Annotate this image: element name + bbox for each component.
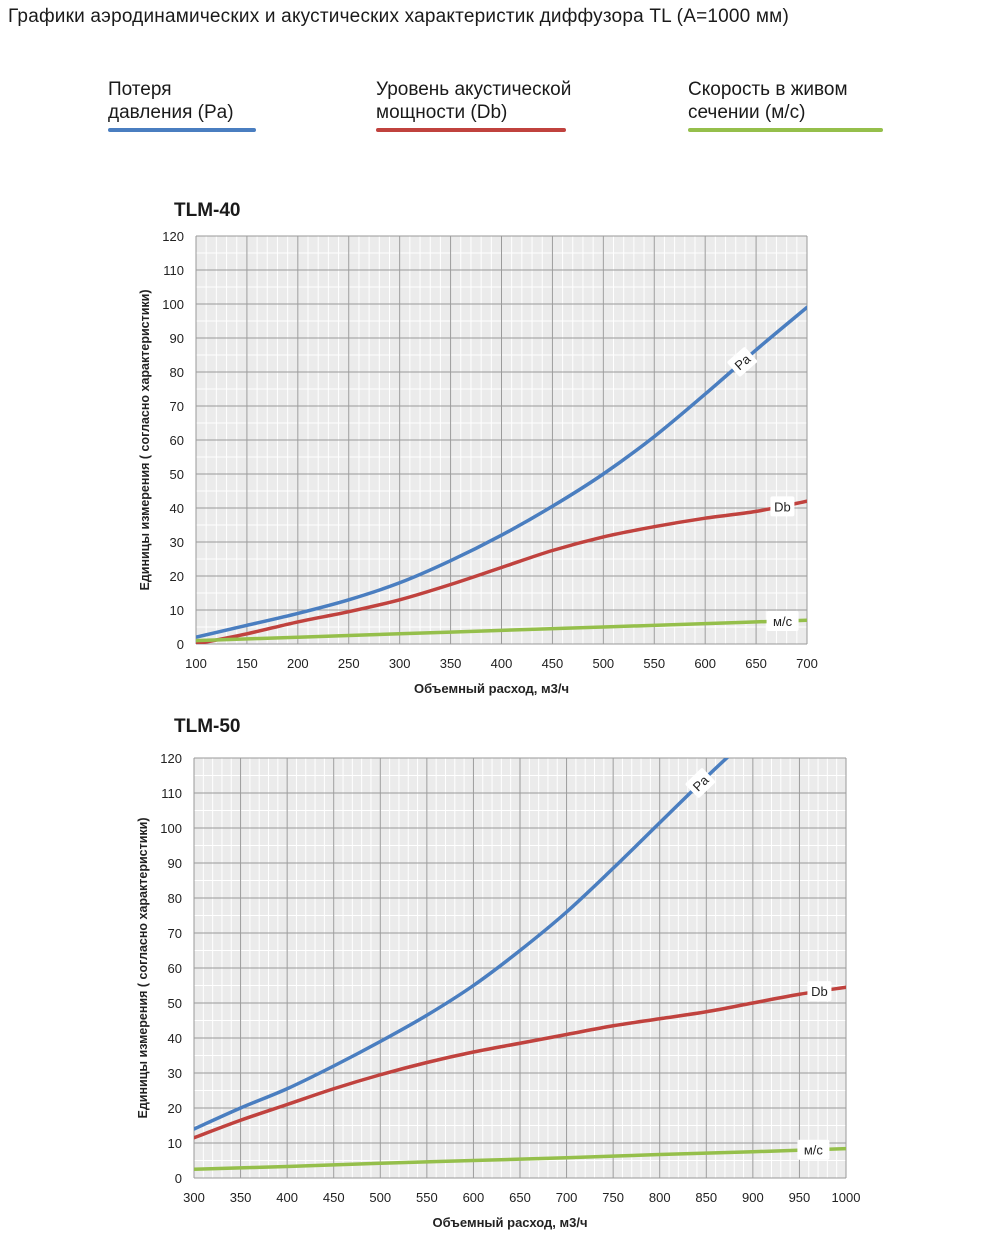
- x-tick-label: 450: [542, 656, 564, 671]
- x-tick-label: 700: [556, 1190, 578, 1205]
- y-tick-label: 0: [175, 1171, 182, 1186]
- x-tick-label: 200: [287, 656, 309, 671]
- x-tick-label: 300: [389, 656, 411, 671]
- y-tick-label: 120: [162, 229, 184, 244]
- legend-label-sound: Уровень акустической мощности (Db): [376, 79, 572, 123]
- legend-item-pressure: Потеря давления (Pa): [108, 78, 256, 132]
- x-tick-label: 850: [695, 1190, 717, 1205]
- x-tick-label: 500: [369, 1190, 391, 1205]
- x-tick-label: 450: [323, 1190, 345, 1205]
- series-label-bg: [766, 611, 799, 632]
- series-label-Db: Db: [807, 981, 832, 1002]
- x-axis-label: Объемный расход, м3/ч: [432, 1215, 587, 1230]
- y-tick-label: 70: [168, 926, 182, 941]
- x-tick-label: 400: [491, 656, 513, 671]
- chart-tlm40: 100 150 200 250 300 350 400 450 500 550 600 650 700 0…: [138, 229, 818, 696]
- y-tick-label: 30: [168, 1066, 182, 1081]
- x-tick-label: 250: [338, 656, 360, 671]
- legend-swatch-pressure: [108, 128, 256, 132]
- y-axis-label: Единицы измерения ( согласно характерист…: [138, 289, 152, 590]
- legend-label-velocity: Скорость в живом сечении (м/с): [688, 79, 848, 123]
- series-line-Db: [196, 499, 807, 644]
- y-tick-label: 50: [168, 996, 182, 1011]
- series-label-м/с: м/с: [797, 1139, 830, 1160]
- x-tick-label: 350: [440, 656, 462, 671]
- legend-item-velocity: Скорость в живом сечении (м/с): [688, 78, 883, 132]
- legend-swatch-velocity: [688, 128, 883, 132]
- y-axis-label: Единицы измерения ( согласно характерист…: [136, 817, 150, 1118]
- series-label-text: м/с: [804, 1143, 824, 1158]
- y-tick-label: 10: [168, 1136, 182, 1151]
- legend-item-sound: Уровень акустической мощности (Db): [376, 78, 571, 132]
- series-line-Pa: [194, 758, 730, 1131]
- page-title: Графики аэродинамических и акустических …: [8, 6, 789, 27]
- series-label-text: Db: [774, 499, 791, 514]
- series-label-bg: [685, 768, 716, 798]
- major-grid: [195, 235, 808, 645]
- series-label-м/с: м/с: [766, 611, 799, 632]
- y-tick-label: 80: [168, 891, 182, 906]
- y-tick-label: 0: [177, 637, 184, 652]
- x-tick-label: 1000: [832, 1190, 861, 1205]
- y-tick-label: 90: [170, 331, 184, 346]
- series-label-Pa: Pa: [685, 768, 716, 798]
- y-tick-label: 80: [170, 365, 184, 380]
- x-tick-label: 550: [416, 1190, 438, 1205]
- chart-title-tlm40: TLM-40: [174, 200, 241, 221]
- x-tick-label: 900: [742, 1190, 764, 1205]
- x-tick-label: 600: [463, 1190, 485, 1205]
- chart-title-tlm50: TLM-50: [174, 716, 241, 737]
- y-tick-label: 110: [163, 263, 184, 278]
- x-tick-label: 150: [236, 656, 258, 671]
- x-tick-label: 700: [796, 656, 818, 671]
- x-axis-label: Объемный расход, м3/ч: [414, 681, 569, 696]
- x-tick-label: 400: [276, 1190, 298, 1205]
- y-tick-label: 60: [170, 433, 184, 448]
- series-line-м/с: [196, 618, 807, 643]
- y-tick-label: 20: [170, 569, 184, 584]
- x-tick-label: 350: [230, 1190, 252, 1205]
- y-tick-label: 20: [168, 1101, 182, 1116]
- series-label-Db: Db: [770, 496, 795, 517]
- x-tick-label: 950: [789, 1190, 811, 1205]
- series-label-Pa: Pa: [727, 347, 757, 377]
- y-tick-label: 90: [168, 856, 182, 871]
- series-label-bg: [727, 347, 757, 377]
- y-tick-label: 60: [168, 961, 182, 976]
- y-tick-label: 100: [160, 821, 182, 836]
- series-line-Pa: [196, 305, 807, 639]
- x-tick-label: 650: [509, 1190, 531, 1205]
- series-line-м/с: [194, 1146, 846, 1171]
- x-tick-label: 300: [183, 1190, 205, 1205]
- x-tick-label: 750: [602, 1190, 624, 1205]
- major-grid: [193, 757, 847, 1179]
- series-label-text: Db: [811, 984, 828, 999]
- series-label-bg: [807, 981, 832, 1002]
- legend-swatch-sound: [376, 128, 566, 132]
- x-tick-label: 650: [745, 656, 767, 671]
- y-tick-label: 70: [170, 399, 184, 414]
- x-tick-label: 500: [592, 656, 614, 671]
- y-tick-label: 30: [170, 535, 184, 550]
- y-tick-label: 110: [161, 786, 182, 801]
- series-label-bg: [797, 1139, 830, 1160]
- x-tick-label: 100: [185, 656, 207, 671]
- x-tick-label: 600: [694, 656, 716, 671]
- y-tick-label: 10: [170, 603, 184, 618]
- x-tick-label: 800: [649, 1190, 671, 1205]
- series-line-Db: [194, 985, 846, 1140]
- y-tick-label: 50: [170, 467, 184, 482]
- x-tick-label: 550: [643, 656, 665, 671]
- series-label-bg: [770, 496, 795, 517]
- y-tick-label: 40: [168, 1031, 182, 1046]
- legend-label-pressure: Потеря давления (Pa): [108, 79, 234, 123]
- y-tick-label: 40: [170, 501, 184, 516]
- y-tick-label: 120: [160, 751, 182, 766]
- y-tick-label: 100: [162, 297, 184, 312]
- series-label-text: м/с: [773, 614, 793, 629]
- chart-tlm50: 300 350 400 450 500 550 600 650 700 750 800 850 900 9…: [136, 751, 861, 1230]
